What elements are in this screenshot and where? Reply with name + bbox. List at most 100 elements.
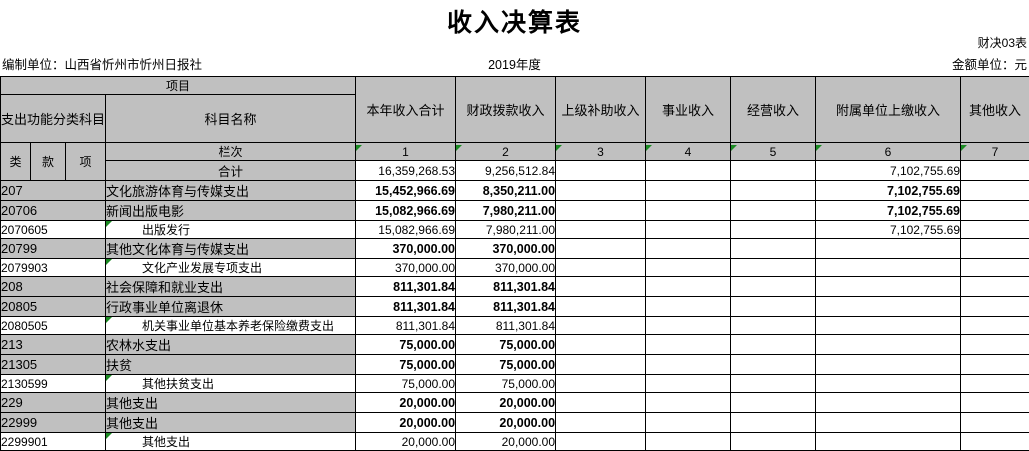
row-value-5 [731,355,816,375]
row-subject-name-text: 其他扶贫支出 [142,377,214,391]
column-number-7: 7 [961,143,1029,161]
row-value-7 [961,375,1029,393]
comment-marker-icon [456,145,462,151]
total-value-4 [646,161,731,181]
row-subject-name: 农林水支出 [106,335,356,355]
row-value-2: 20,000.00 [456,393,556,413]
row-code: 21305 [1,355,106,375]
row-value-6 [816,317,961,335]
row-code: 208 [1,277,106,297]
row-value-1: 811,301.84 [356,317,456,335]
column-number-1: 1 [356,143,456,161]
header-code-section: 款 [31,143,66,181]
row-value-4 [646,317,731,335]
row-subject-name: 其他扶贫支出 [106,375,356,393]
row-value-3 [556,317,646,335]
row-subject-name: 其他支出 [106,433,356,451]
row-subject-name: 新闻出版电影 [106,201,356,221]
row-value-7 [961,297,1029,317]
row-value-3 [556,335,646,355]
row-value-5 [731,277,816,297]
row-value-4 [646,297,731,317]
row-value-6 [816,239,961,259]
row-value-1: 20,000.00 [356,393,456,413]
comment-marker-icon [106,221,112,227]
row-value-3 [556,375,646,393]
row-value-3 [556,297,646,317]
row-value-2: 20,000.00 [456,413,556,433]
row-value-5 [731,413,816,433]
row-value-7 [961,317,1029,335]
row-value-6 [816,259,961,277]
row-value-4 [646,355,731,375]
row-value-3 [556,433,646,451]
row-value-5 [731,239,816,259]
row-value-1: 370,000.00 [356,259,456,277]
column-number-3: 3 [556,143,646,161]
row-value-4 [646,433,731,451]
row-value-5 [731,393,816,413]
row-subject-name: 扶贫 [106,355,356,375]
row-value-7 [961,221,1029,239]
row-code: 207 [1,181,106,201]
row-value-1: 370,000.00 [356,239,456,259]
header-col-5: 经营收入 [731,77,816,143]
row-value-2: 811,301.84 [456,277,556,297]
row-value-1: 20,000.00 [356,433,456,451]
row-value-5 [731,433,816,451]
row-value-6 [816,277,961,297]
row-code: 2080505 [1,317,106,335]
header-col-4: 事业收入 [646,77,731,143]
row-value-6 [816,297,961,317]
row-code: 20805 [1,297,106,317]
row-value-3 [556,181,646,201]
row-value-5 [731,201,816,221]
amount-unit: 金额单位：元 [952,57,1027,73]
row-value-4 [646,259,731,277]
total-value-3 [556,161,646,181]
row-value-1: 811,301.84 [356,277,456,297]
row-value-6 [816,355,961,375]
row-value-5 [731,297,816,317]
row-value-1: 75,000.00 [356,355,456,375]
row-value-7 [961,393,1029,413]
row-code: 2130599 [1,375,106,393]
row-value-1: 15,082,966.69 [356,201,456,221]
comment-marker-icon [106,433,112,439]
row-value-1: 20,000.00 [356,413,456,433]
column-number-2: 2 [456,143,556,161]
row-value-4 [646,221,731,239]
row-value-3 [556,277,646,297]
row-subject-name-text: 文化产业发展专项支出 [142,261,262,275]
row-subject-name: 其他文化体育与传媒支出 [106,239,356,259]
row-value-5 [731,181,816,201]
row-value-2: 370,000.00 [456,239,556,259]
total-value-6: 7,102,755.69 [816,161,961,181]
row-code: 2070605 [1,221,106,239]
meta-row: 编制单位：山西省忻州市忻州日报社 2019年度 金额单位：元 [0,57,1029,73]
row-value-3 [556,413,646,433]
row-code: 229 [1,393,106,413]
comment-marker-icon [106,259,112,265]
row-value-2: 75,000.00 [456,375,556,393]
row-subject-name: 其他支出 [106,413,356,433]
row-code: 22999 [1,413,106,433]
header-lanci-label: 栏次 [106,143,356,161]
row-value-6 [816,433,961,451]
row-code: 20706 [1,201,106,221]
row-subject-name: 行政事业单位离退休 [106,297,356,317]
row-value-5 [731,259,816,277]
row-value-7 [961,239,1029,259]
header-col-3: 上级补助收入 [556,77,646,143]
total-value-2: 9,256,512.84 [456,161,556,181]
row-value-6 [816,413,961,433]
row-value-1: 15,082,966.69 [356,221,456,239]
row-value-3 [556,393,646,413]
row-value-2: 811,301.84 [456,317,556,335]
row-value-2: 370,000.00 [456,259,556,277]
